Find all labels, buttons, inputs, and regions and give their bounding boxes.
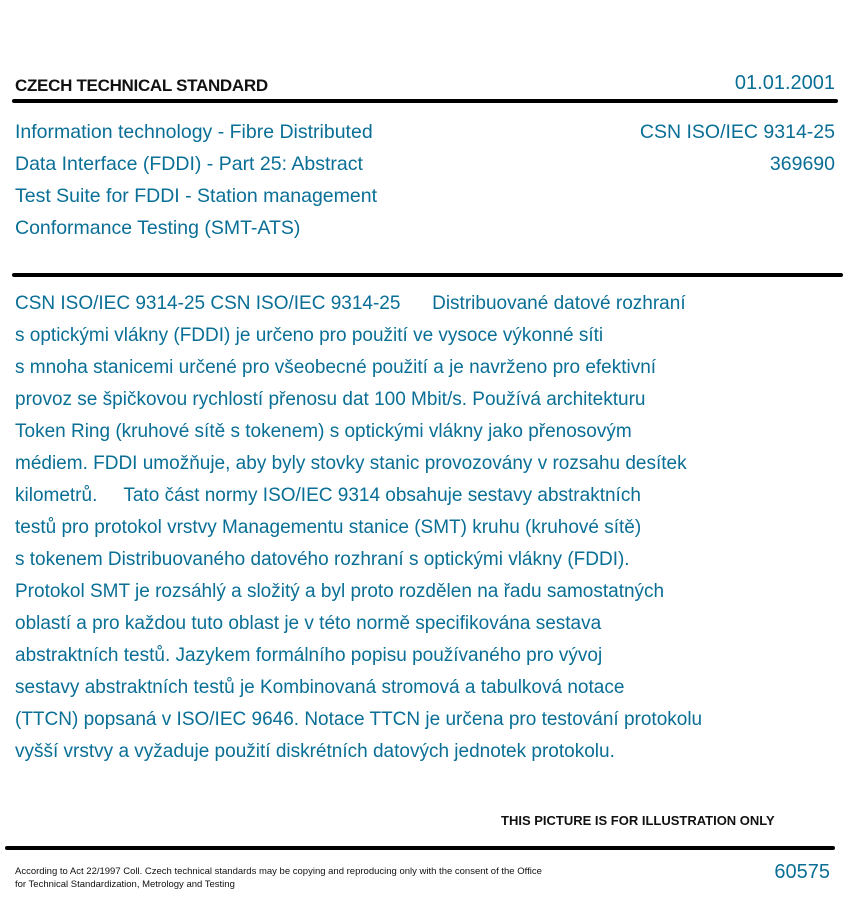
body-line: Protokol SMT je rozsáhlý a složitý a byl… — [15, 581, 665, 602]
standard-type-label: CZECH TECHNICAL STANDARD — [15, 76, 268, 95]
body-line: kilometrů. Tato část normy ISO/IEC 9314 … — [15, 485, 641, 506]
title-line: Information technology - Fibre Distribut… — [15, 121, 373, 143]
body-line: s tokenem Distribuovaného datového rozhr… — [15, 549, 630, 570]
title-line: Conformance Testing (SMT-ATS) — [15, 217, 301, 239]
title-line: Test Suite for FDDI - Station management — [15, 185, 377, 207]
body-line: oblastí a pro každou tuto oblast je v té… — [15, 613, 602, 634]
document-number: 60575 — [774, 861, 830, 883]
body-line: s mnoha stanicemi určené pro všeobecné p… — [15, 357, 657, 378]
standard-code-block: CSN ISO/IEC 9314-25 369690 — [640, 116, 835, 180]
body-line: Token Ring (kruhové sítě s tokenem) s op… — [15, 421, 632, 442]
body-line: (TTCN) popsaná v ISO/IEC 9646. Notace TT… — [15, 709, 703, 730]
footer-divider — [5, 846, 835, 850]
body-line: provoz se špičkovou rychlostí přenosu da… — [15, 389, 646, 410]
illustration-note: THIS PICTURE IS FOR ILLUSTRATION ONLY — [501, 813, 775, 828]
legal-notice: According to Act 22/1997 Coll. Czech tec… — [15, 865, 542, 891]
body-line: sestavy abstraktních testů je Kombinovan… — [15, 677, 625, 698]
legal-line: According to Act 22/1997 Coll. Czech tec… — [15, 866, 542, 877]
legal-line: for Technical Standardization, Metrology… — [15, 879, 235, 890]
title-divider — [12, 273, 843, 277]
body-line: abstraktních testů. Jazykem formálního p… — [15, 645, 603, 666]
body-line: CSN ISO/IEC 9314-25 CSN ISO/IEC 9314-25 … — [15, 293, 686, 314]
body-line: vyšší vrstvy a vyžaduje použití diskrétn… — [15, 741, 615, 762]
catalog-number: 369690 — [769, 153, 835, 175]
publication-date: 01.01.2001 — [734, 72, 835, 94]
body-line: testů pro protokol vrstvy Managementu st… — [15, 517, 642, 538]
title-line: Data Interface (FDDI) - Part 25: Abstrac… — [15, 153, 363, 175]
document-title: Information technology - Fibre Distribut… — [15, 116, 377, 244]
body-line: s optickými vlákny (FDDI) je určeno pro … — [15, 325, 604, 346]
standard-code: CSN ISO/IEC 9314-25 — [639, 121, 835, 143]
header-divider — [12, 99, 838, 103]
abstract-text: CSN ISO/IEC 9314-25 CSN ISO/IEC 9314-25 … — [15, 288, 702, 768]
body-line: médiem. FDDI umožňuje, aby byly stovky s… — [15, 453, 687, 474]
